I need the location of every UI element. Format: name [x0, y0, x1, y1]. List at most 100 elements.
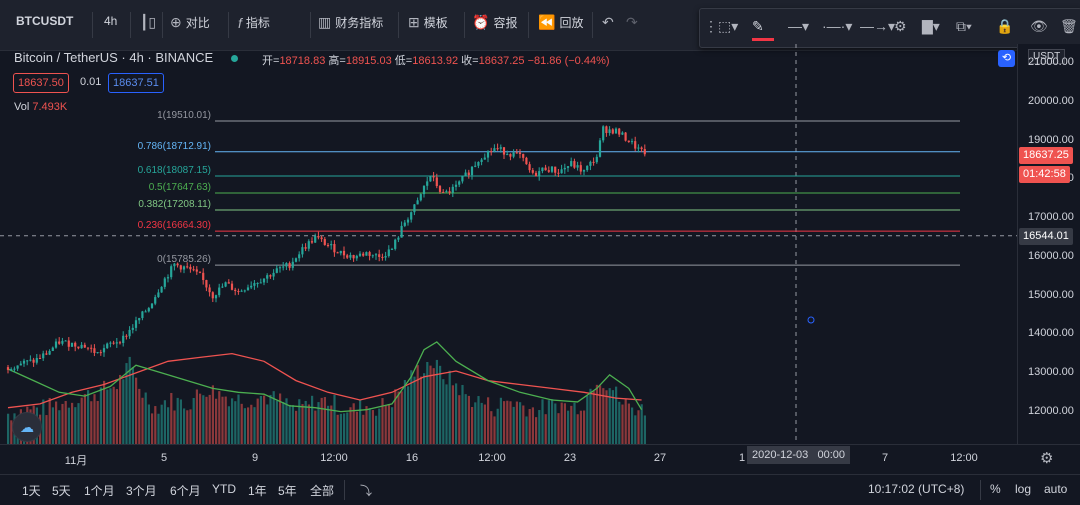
- auto-toggle[interactable]: auto: [1044, 482, 1067, 496]
- select-template-icon[interactable]: ⬚▾: [718, 18, 739, 34]
- settings-gear-icon[interactable]: ⚙: [894, 18, 907, 34]
- fib-level-label: 0(15785.26): [157, 254, 211, 265]
- financials-button[interactable]: ▥ 财务指标: [318, 14, 383, 31]
- line-style-icon[interactable]: ·—·▾: [822, 18, 853, 34]
- candle-body: [573, 161, 576, 168]
- clock[interactable]: 10:17:02 (UTC+8): [868, 482, 964, 496]
- price-tick-label: 21000.00: [1028, 56, 1074, 69]
- candle-body: [477, 161, 480, 166]
- candle-body: [355, 255, 358, 259]
- candle-body: [371, 255, 374, 257]
- volume-bar: [176, 397, 179, 444]
- divider: [228, 12, 229, 38]
- volume-bar: [74, 407, 77, 444]
- candle-body: [365, 252, 368, 256]
- symbol-search-button[interactable]: BTCUSDT: [16, 14, 73, 28]
- range-button[interactable]: 1年: [248, 484, 267, 498]
- volume-bar: [234, 401, 237, 444]
- range-button[interactable]: YTD: [212, 482, 236, 496]
- candle-body: [182, 266, 186, 270]
- volume-bar: [442, 379, 445, 444]
- lock-icon[interactable]: 🔒: [996, 18, 1014, 34]
- percent-toggle[interactable]: %: [990, 482, 1001, 496]
- alert-button[interactable]: ⏰ 容报: [472, 14, 517, 31]
- volume-bar: [7, 413, 10, 444]
- candle-body: [381, 256, 384, 258]
- volume-bar: [135, 377, 138, 444]
- visibility-icon[interactable]: ▇▾: [922, 18, 940, 34]
- volume-bar: [272, 391, 275, 444]
- financials-label: 财务指标: [335, 16, 384, 30]
- volume-bar: [544, 414, 547, 444]
- templates-button[interactable]: ⊞ 模板: [408, 14, 448, 31]
- candle-body: [291, 261, 294, 268]
- volume-bar: [583, 410, 586, 444]
- divider: [528, 12, 529, 38]
- chart-settings-icon[interactable]: ⟲: [998, 50, 1015, 67]
- candle-body: [563, 167, 566, 170]
- price-chart[interactable]: 1(19510.01) 0.786(18712.91) 0.618(18087.15…: [0, 44, 1017, 444]
- interval-button[interactable]: 4h: [104, 14, 117, 28]
- candle-body: [506, 154, 509, 156]
- log-toggle[interactable]: log: [1015, 482, 1031, 496]
- undo-button[interactable]: ↶: [602, 14, 614, 31]
- time-axis[interactable]: 11月 5 9 12:00 16 12:00 23 27 1 7 12:00: [0, 444, 1080, 475]
- candle-body: [307, 241, 310, 249]
- candle-body: [6, 367, 10, 370]
- axis-settings-gear-icon[interactable]: ⚙: [1040, 450, 1054, 467]
- compare-button[interactable]: ⊕ 对比: [170, 14, 210, 31]
- line-color-icon[interactable]: ✎: [752, 18, 764, 34]
- candle-body: [253, 283, 256, 286]
- candle-body: [502, 147, 506, 155]
- line-end-icon[interactable]: —→▾: [860, 18, 896, 34]
- chart-type-button[interactable]: ┃▯: [140, 14, 156, 31]
- candle-body: [317, 236, 320, 238]
- candle-body: [534, 172, 538, 177]
- candle-body: [448, 191, 451, 193]
- candle-body: [358, 253, 362, 256]
- volume-bar: [42, 399, 45, 444]
- volume-bar: [157, 413, 160, 444]
- candle-body: [349, 255, 352, 258]
- buy-button[interactable]: 18637.51: [108, 73, 164, 93]
- volume-bar: [512, 406, 515, 444]
- currency-button[interactable]: USDT: [1028, 49, 1066, 64]
- volume-bar: [141, 397, 144, 444]
- eye-icon[interactable]: 👁: [1030, 18, 1048, 34]
- line-width-icon[interactable]: —▾: [788, 18, 810, 34]
- candle-body: [106, 343, 109, 349]
- close-value: 18637.25: [478, 55, 525, 67]
- range-button[interactable]: 1个月: [84, 484, 115, 498]
- replay-button[interactable]: ⏪ 回放: [538, 14, 583, 31]
- goto-date-icon[interactable]: ⤵: [360, 484, 373, 498]
- candle-body: [323, 239, 326, 245]
- logo-badge-icon[interactable]: ☁: [12, 412, 42, 442]
- volume-bar: [618, 401, 621, 444]
- candle-body: [547, 170, 550, 172]
- range-button[interactable]: 全部: [310, 484, 335, 498]
- drawing-toolbar: ⋮ ⬚▾ ✎ —▾ ·—·▾ —→▾ ⚙ ▇▾ ⧉▾ 🔒 👁 🗑: [699, 8, 1080, 48]
- volume-bar: [522, 405, 525, 444]
- indicators-button[interactable]: f 指标: [238, 14, 270, 31]
- range-button[interactable]: 5年: [278, 484, 297, 498]
- drag-handle-icon[interactable]: ⋮: [704, 18, 718, 34]
- crosshair-date-tag: 2020-12-03 00:00: [747, 446, 850, 464]
- candle-body: [627, 140, 630, 142]
- candle-body: [58, 341, 61, 344]
- trash-icon[interactable]: 🗑: [1060, 18, 1078, 34]
- low-value: 18613.92: [412, 55, 459, 67]
- candle-body: [611, 129, 614, 134]
- volume-bar: [464, 394, 467, 444]
- range-button[interactable]: 1天: [22, 484, 41, 498]
- candle-body: [442, 191, 445, 193]
- sell-button[interactable]: 18637.50: [13, 73, 69, 93]
- range-button[interactable]: 6个月: [170, 484, 201, 498]
- redo-button[interactable]: ↷: [626, 14, 638, 31]
- candlestick-icon: ┃▯: [140, 14, 157, 30]
- range-button[interactable]: 5天: [52, 484, 71, 498]
- candle-body: [410, 212, 413, 220]
- volume-bar: [125, 363, 128, 444]
- volume-ma-line: [7, 352, 642, 409]
- clone-icon[interactable]: ⧉▾: [956, 18, 972, 34]
- range-button[interactable]: 3个月: [126, 484, 157, 498]
